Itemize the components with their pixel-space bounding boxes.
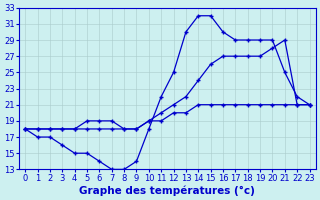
X-axis label: Graphe des températures (°c): Graphe des températures (°c) [79,185,255,196]
